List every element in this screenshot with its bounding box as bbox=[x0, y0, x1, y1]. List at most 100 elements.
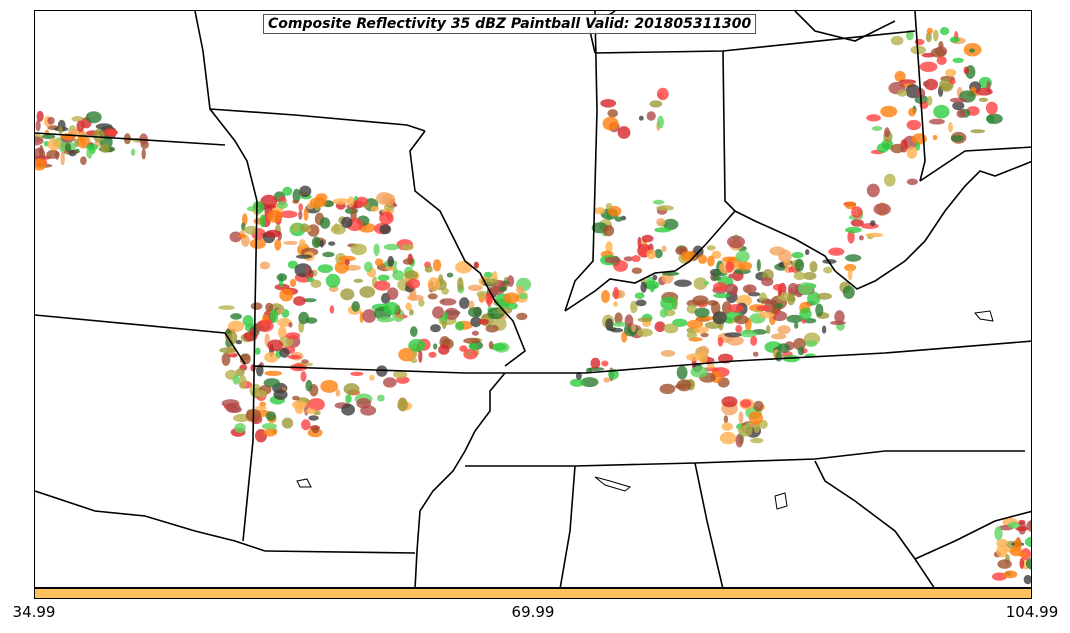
reflectivity-blob bbox=[798, 282, 814, 295]
reflectivity-blob bbox=[503, 292, 519, 304]
reflectivity-blob bbox=[374, 258, 384, 267]
reflectivity-blob bbox=[805, 249, 810, 256]
reflectivity-blob bbox=[343, 383, 360, 395]
reflectivity-blob bbox=[794, 258, 805, 272]
reflectivity-blob bbox=[263, 428, 277, 437]
reflectivity-blob bbox=[35, 119, 41, 132]
reflectivity-blob bbox=[873, 203, 891, 216]
reflectivity-blob bbox=[686, 331, 698, 339]
reflectivity-blob bbox=[772, 283, 784, 291]
reflectivity-blob bbox=[761, 277, 774, 287]
reflectivity-blob bbox=[60, 151, 65, 166]
reflectivity-blob bbox=[397, 397, 408, 412]
reflectivity-blob bbox=[650, 287, 655, 293]
reflectivity-blob bbox=[76, 120, 85, 132]
reflectivity-blob bbox=[47, 138, 61, 151]
reflectivity-blob bbox=[259, 214, 266, 228]
reflectivity-blob bbox=[654, 227, 672, 233]
reflectivity-blob bbox=[926, 27, 934, 35]
reflectivity-blob bbox=[299, 223, 310, 233]
reflectivity-blob bbox=[301, 419, 311, 431]
reflectivity-blob bbox=[865, 232, 884, 238]
reflectivity-blob bbox=[410, 326, 418, 337]
reflectivity-blob bbox=[637, 317, 652, 323]
reflectivity-blob bbox=[799, 307, 812, 320]
reflectivity-blob bbox=[793, 338, 806, 351]
reflectivity-blob bbox=[305, 266, 310, 279]
reflectivity-blob bbox=[86, 147, 93, 159]
reflectivity-blob bbox=[408, 292, 417, 302]
reflectivity-blob bbox=[279, 347, 290, 358]
reflectivity-blob bbox=[235, 339, 242, 345]
reflectivity-blob bbox=[656, 87, 669, 101]
reflectivity-blob bbox=[373, 243, 380, 257]
reflectivity-blob bbox=[256, 364, 264, 377]
reflectivity-blob bbox=[430, 324, 441, 333]
reflectivity-blob bbox=[986, 113, 1003, 125]
reflectivity-blob bbox=[797, 346, 805, 356]
reflectivity-blob bbox=[738, 424, 753, 437]
reflectivity-blob bbox=[802, 272, 817, 280]
colorbar-tick-mid: 69.99 bbox=[511, 603, 555, 621]
reflectivity-blob bbox=[288, 322, 293, 328]
reflectivity-blob bbox=[281, 417, 294, 429]
reflectivity-blob bbox=[652, 274, 658, 281]
reflectivity-blob bbox=[256, 319, 274, 333]
reflectivity-blob bbox=[978, 97, 989, 103]
reflectivity-blob bbox=[899, 79, 917, 85]
reflectivity-blob bbox=[353, 278, 364, 283]
reflectivity-blob bbox=[569, 378, 585, 387]
reflectivity-blob bbox=[424, 265, 433, 273]
reflectivity-blob bbox=[614, 216, 623, 222]
reflectivity-blob bbox=[656, 205, 674, 211]
reflectivity-blob bbox=[356, 398, 372, 409]
reflectivity-blob bbox=[274, 239, 282, 251]
reflectivity-blob bbox=[787, 282, 799, 296]
reflectivity-blob bbox=[407, 278, 421, 289]
reflectivity-blob bbox=[455, 260, 473, 274]
reflectivity-blob bbox=[377, 274, 390, 282]
reflectivity-blob bbox=[237, 233, 247, 239]
reflectivity-blob bbox=[915, 141, 921, 151]
reflectivity-blob bbox=[613, 260, 628, 272]
reflectivity-blob bbox=[446, 272, 454, 278]
reflectivity-blob bbox=[794, 322, 799, 329]
reflectivity-blob bbox=[36, 110, 44, 122]
reflectivity-blob bbox=[433, 343, 438, 350]
reflectivity-blob bbox=[362, 309, 377, 323]
reflectivity-blob bbox=[265, 411, 277, 421]
reflectivity-blob bbox=[638, 115, 644, 121]
reflectivity-blob bbox=[254, 347, 261, 355]
reflectivity-blob bbox=[256, 389, 267, 398]
reflectivity-blob bbox=[292, 199, 299, 204]
reflectivity-blob bbox=[291, 222, 299, 233]
reflectivity-blob bbox=[345, 394, 352, 404]
reflectivity-blob bbox=[279, 210, 298, 219]
reflectivity-blob bbox=[254, 405, 268, 410]
reflectivity-blob bbox=[335, 389, 341, 397]
reflectivity-blob bbox=[623, 256, 634, 262]
reflectivity-blob bbox=[601, 290, 610, 303]
reflectivity-blob bbox=[35, 136, 44, 146]
reflectivity-blob bbox=[742, 284, 757, 294]
reflectivity-blob bbox=[844, 201, 857, 210]
reflectivity-blob bbox=[866, 183, 880, 198]
reflectivity-blob bbox=[985, 101, 998, 115]
reflectivity-blob bbox=[338, 255, 356, 262]
reflectivity-blob bbox=[1019, 557, 1025, 570]
reflectivity-blob bbox=[738, 411, 744, 424]
reflectivity-blob bbox=[890, 35, 904, 46]
reflectivity-blob bbox=[936, 56, 947, 65]
reflectivity-blob bbox=[659, 308, 668, 318]
reflectivity-blob bbox=[340, 288, 355, 301]
reflectivity-blob bbox=[363, 261, 373, 273]
reflectivity-blob bbox=[466, 351, 471, 356]
reflectivity-blob bbox=[786, 314, 803, 323]
reflectivity-blob bbox=[299, 239, 306, 248]
reflectivity-blob bbox=[721, 396, 738, 408]
reflectivity-blob bbox=[793, 271, 806, 281]
reflectivity-blob bbox=[994, 526, 1003, 541]
reflectivity-blob bbox=[515, 286, 525, 293]
reflectivity-blob bbox=[845, 254, 862, 262]
reflectivity-blob bbox=[851, 206, 863, 219]
